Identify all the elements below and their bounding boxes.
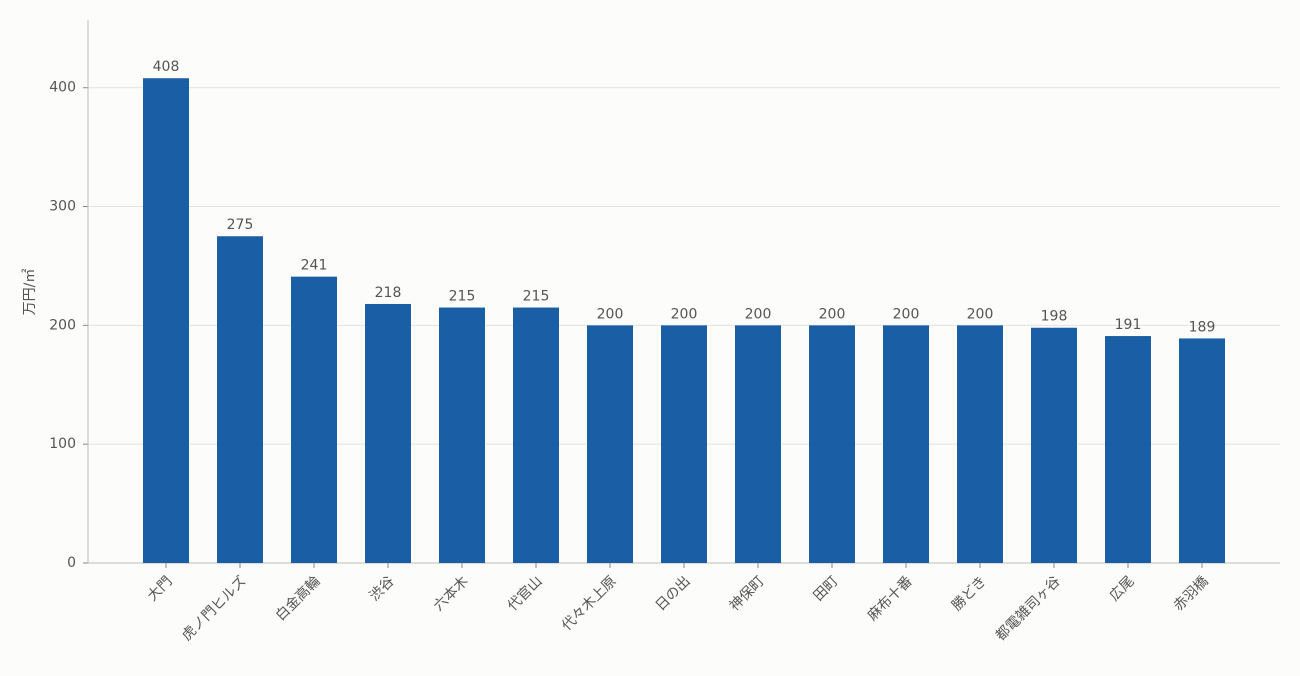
- y-axis-label: 万円/㎡: [22, 269, 38, 316]
- value-label: 191: [1115, 317, 1142, 333]
- value-label: 200: [967, 306, 994, 322]
- bar: [1179, 338, 1225, 563]
- value-label: 215: [523, 289, 550, 305]
- x-tick-label: 赤羽橋: [1171, 573, 1212, 614]
- x-tick-label: 勝どき: [949, 573, 990, 614]
- bar: [735, 325, 781, 563]
- x-tick-label: 代々木上原: [559, 573, 620, 634]
- y-tick-label: 100: [49, 436, 76, 452]
- bar: [957, 325, 1003, 563]
- x-tick-label: 田町: [811, 573, 842, 604]
- x-tick-label: 神保町: [727, 573, 768, 614]
- bar: [587, 325, 633, 563]
- y-tick-label: 200: [49, 317, 76, 333]
- y-tick-label: 300: [49, 199, 76, 215]
- value-label: 408: [153, 59, 180, 75]
- bar: [365, 303, 411, 563]
- value-label: 275: [227, 217, 254, 233]
- bar: [143, 78, 189, 563]
- value-label: 241: [301, 258, 328, 274]
- bar: [1105, 336, 1151, 563]
- value-label: 200: [745, 306, 772, 322]
- bar: [439, 307, 485, 563]
- x-tick-label: 大門: [145, 573, 176, 604]
- value-label: 215: [449, 289, 476, 305]
- value-label: 198: [1041, 309, 1068, 325]
- x-tick-label: 代官山: [505, 573, 546, 614]
- value-label: 200: [671, 306, 698, 322]
- value-label: 200: [893, 306, 920, 322]
- bar: [291, 276, 337, 563]
- bar: [217, 236, 263, 563]
- x-tick-label: 白金高輪: [272, 573, 324, 625]
- y-tick-label: 400: [49, 80, 76, 96]
- x-tick-label: 六本木: [431, 573, 472, 614]
- x-tick-label: 虎ノ門ヒルズ: [179, 573, 250, 644]
- bar: [661, 325, 707, 563]
- bar: [883, 325, 929, 563]
- x-tick-label: 麻布十番: [865, 573, 916, 624]
- bar: [513, 307, 559, 563]
- value-label: 218: [375, 285, 402, 301]
- x-tick-label: 日の出: [653, 573, 694, 614]
- x-tick-label: 渋谷: [367, 573, 398, 604]
- value-label: 200: [597, 306, 624, 322]
- x-tick-label: 広尾: [1107, 573, 1138, 604]
- value-label: 200: [819, 306, 846, 322]
- bar: [809, 325, 855, 563]
- y-tick-label: 0: [67, 555, 76, 571]
- value-label: 189: [1189, 319, 1216, 335]
- bar: [1031, 327, 1077, 563]
- x-tick-label: 都電雑司ヶ谷: [993, 573, 1064, 644]
